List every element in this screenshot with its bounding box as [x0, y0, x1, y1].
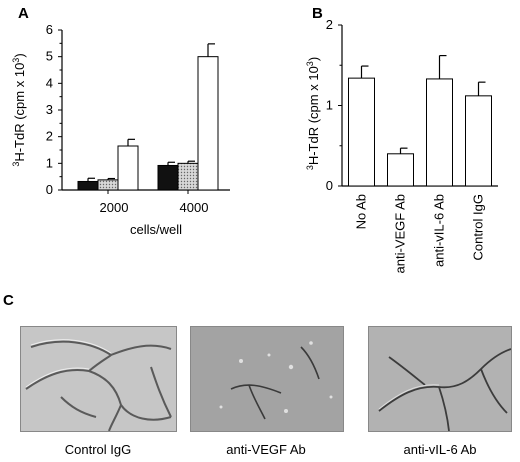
- micrograph-control-igg: [20, 326, 177, 432]
- x-tick-label-1: 4000: [180, 200, 209, 215]
- y-tick-label-0: 0: [46, 182, 53, 197]
- bar-0: [348, 77, 375, 187]
- y-tick-label-2: 2: [326, 17, 333, 32]
- bar-4000-s1: [177, 162, 199, 191]
- caption-control-igg: Control IgG: [64, 442, 132, 457]
- y-tick-label-1: 1: [46, 155, 53, 170]
- bar-3: [465, 95, 492, 187]
- bar-2000-s0: [77, 180, 99, 191]
- x-tick-label-2: anti-vIL-6 Ab: [432, 194, 447, 267]
- bar-4000-s2: [197, 56, 219, 191]
- bar-4000-s0: [157, 164, 179, 191]
- y-tick-label-6: 6: [46, 22, 53, 37]
- bar-2000-s2: [117, 145, 139, 191]
- y-tick-label-4: 4: [46, 75, 53, 90]
- y-tick-label-1: 1: [326, 98, 333, 113]
- x-tick-label-3: Control IgG: [471, 194, 486, 260]
- y-tick-label-0: 0: [326, 178, 333, 193]
- x-tick-label-0: 2000: [100, 200, 129, 215]
- panel-c: C: [0, 290, 520, 462]
- panel-label-b: B: [312, 5, 323, 22]
- bar-2: [426, 78, 453, 187]
- chart-a: A 0 1 2 3 4 5 6 2000 4000 cells/well 3H-TdR (cpm x…: [11, 5, 230, 237]
- bar-1: [387, 153, 414, 187]
- micrograph-anti-vegf: [190, 326, 344, 432]
- panel-label-a: A: [18, 5, 29, 22]
- panel-label-c: C: [3, 292, 14, 309]
- y-tick-label-5: 5: [46, 49, 53, 64]
- x-tick-label-0: No Ab: [354, 194, 369, 229]
- x-axis-label: cells/well: [130, 222, 182, 237]
- chart-b: B 0 1 2 No Ab anti-VEGF Ab anti-vIL-6 Ab Contr…: [305, 5, 498, 273]
- y-axis-label: 3H-TdR (cpm x 103): [305, 57, 321, 170]
- y-axis-label: 3H-TdR (cpm x 103): [11, 53, 27, 166]
- y-tick-label-2: 2: [46, 129, 53, 144]
- x-tick-label-1: anti-VEGF Ab: [393, 194, 408, 273]
- y-tick-label-3: 3: [46, 102, 53, 117]
- caption-anti-vegf: anti-VEGF Ab: [226, 442, 306, 457]
- bar-2000-s1: [97, 179, 119, 191]
- caption-anti-vil6: anti-vIL-6 Ab: [403, 442, 477, 457]
- micrograph-anti-vil6: [368, 326, 512, 432]
